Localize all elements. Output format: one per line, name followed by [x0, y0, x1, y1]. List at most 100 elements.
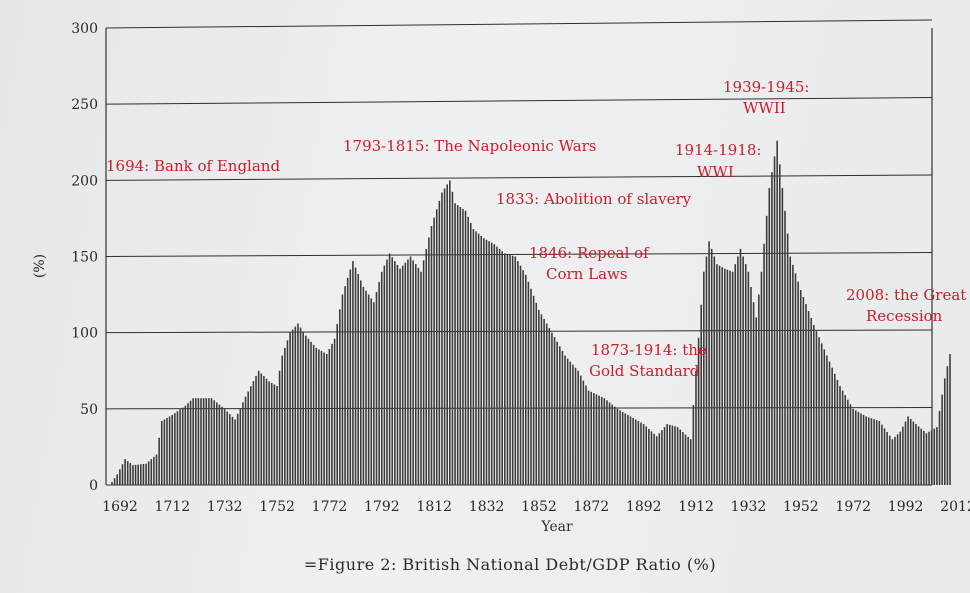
bar-1791 — [370, 298, 373, 485]
bar-1751 — [265, 378, 268, 485]
bar-1886 — [619, 410, 621, 485]
bar-1957 — [805, 304, 807, 485]
y-tick-200: 200 — [71, 173, 98, 189]
annotation-corn-laws-2: Corn Laws — [546, 265, 628, 283]
bar-1758 — [284, 347, 286, 485]
bar-1839 — [496, 246, 498, 485]
x-tick-2012: 2012 — [940, 499, 970, 515]
annotation-abolition-slavery: 1833: Abolition of slavery — [496, 190, 692, 208]
bar-1930 — [734, 264, 737, 485]
bar-1711 — [160, 421, 163, 485]
bar-1749 — [260, 373, 263, 485]
bar-1724 — [195, 398, 197, 485]
bar-2003 — [925, 433, 928, 485]
bar-1702 — [137, 464, 139, 485]
bar-1768 — [310, 341, 312, 485]
x-tick-1952: 1952 — [783, 499, 819, 515]
bar-1954 — [797, 281, 799, 485]
bar-1763 — [297, 323, 299, 485]
bar-1762 — [294, 326, 297, 485]
bar-1787 — [360, 280, 362, 485]
bar-1828 — [467, 216, 469, 485]
bar-1974 — [849, 404, 852, 485]
bar-1937 — [752, 302, 755, 485]
bar-1827 — [464, 210, 467, 486]
bar-1926 — [724, 268, 726, 485]
bar-1990 — [891, 439, 894, 485]
bar-1829 — [469, 222, 472, 486]
bar-1965 — [826, 355, 828, 485]
bar-1757 — [281, 355, 283, 485]
bar-1921 — [710, 248, 713, 485]
annotation-wwi-2: WWI — [697, 163, 734, 181]
bar-1759 — [286, 340, 289, 485]
bar-1822 — [451, 191, 454, 485]
bar-1866 — [566, 358, 569, 485]
bar-1735 — [223, 408, 226, 485]
bar-1949 — [784, 210, 786, 486]
bar-1891 — [632, 417, 634, 485]
bar-2005 — [930, 430, 933, 485]
bar-1981 — [868, 417, 870, 485]
bar-1740 — [236, 413, 239, 485]
bar-1733 — [218, 404, 221, 485]
bar-1736 — [226, 411, 229, 485]
x-tick-1892: 1892 — [626, 499, 662, 515]
bar-1852 — [530, 288, 532, 485]
bar-1781 — [344, 286, 346, 485]
bar-1826 — [462, 208, 464, 485]
bar-1984 — [875, 420, 878, 485]
bar-2006 — [933, 428, 936, 485]
bar-1858 — [545, 323, 548, 485]
bar-1710 — [158, 437, 160, 485]
bar-1779 — [339, 309, 341, 485]
y-tick-300: 300 — [71, 21, 98, 37]
bar-1995 — [904, 421, 907, 485]
bar-1835 — [485, 239, 488, 485]
bar-2011 — [946, 366, 949, 485]
bar-1885 — [616, 408, 619, 485]
bar-1812 — [425, 248, 428, 485]
bar-1811 — [422, 260, 425, 485]
bar-1750 — [263, 376, 265, 485]
y-tick-labels: 0 50 100 150 200 250 300 — [71, 21, 98, 494]
bar-1941 — [763, 243, 765, 485]
bar-1868 — [572, 364, 574, 485]
bar-1845 — [511, 255, 514, 485]
bar-1923 — [716, 264, 718, 485]
bar-1842 — [504, 253, 506, 485]
bar-1701 — [134, 464, 137, 485]
bar-1882 — [608, 402, 611, 485]
bar-1861 — [553, 337, 556, 485]
bar-1910 — [682, 431, 684, 485]
bar-1988 — [886, 431, 888, 485]
bar-1700 — [132, 465, 134, 485]
bar-1897 — [648, 428, 650, 485]
bar-1966 — [828, 361, 831, 485]
bar-1824 — [456, 205, 459, 485]
bar-1833 — [480, 235, 483, 485]
bar-1920 — [708, 241, 710, 485]
bar-1796 — [383, 265, 386, 485]
bar-1695 — [119, 469, 121, 485]
bar-1794 — [378, 281, 380, 485]
bar-1953 — [794, 273, 797, 485]
bar-1764 — [299, 327, 302, 485]
bar-1747 — [255, 375, 257, 485]
bar-1712 — [163, 419, 166, 485]
bar-1993 — [899, 431, 902, 485]
bar-1997 — [909, 418, 912, 485]
bar-1880 — [603, 398, 606, 485]
bar-1767 — [307, 338, 310, 485]
bar-1960 — [813, 325, 815, 485]
bar-1745 — [250, 386, 252, 485]
bar-1887 — [621, 411, 624, 485]
x-tick-1692: 1692 — [102, 499, 138, 515]
x-axis-label: Year — [540, 519, 573, 535]
bar-1955 — [799, 290, 802, 485]
bar-1999 — [915, 424, 917, 485]
bar-1844 — [509, 254, 511, 485]
bar-1992 — [896, 434, 899, 485]
bar-1962 — [818, 337, 820, 485]
bar-1698 — [126, 461, 129, 485]
